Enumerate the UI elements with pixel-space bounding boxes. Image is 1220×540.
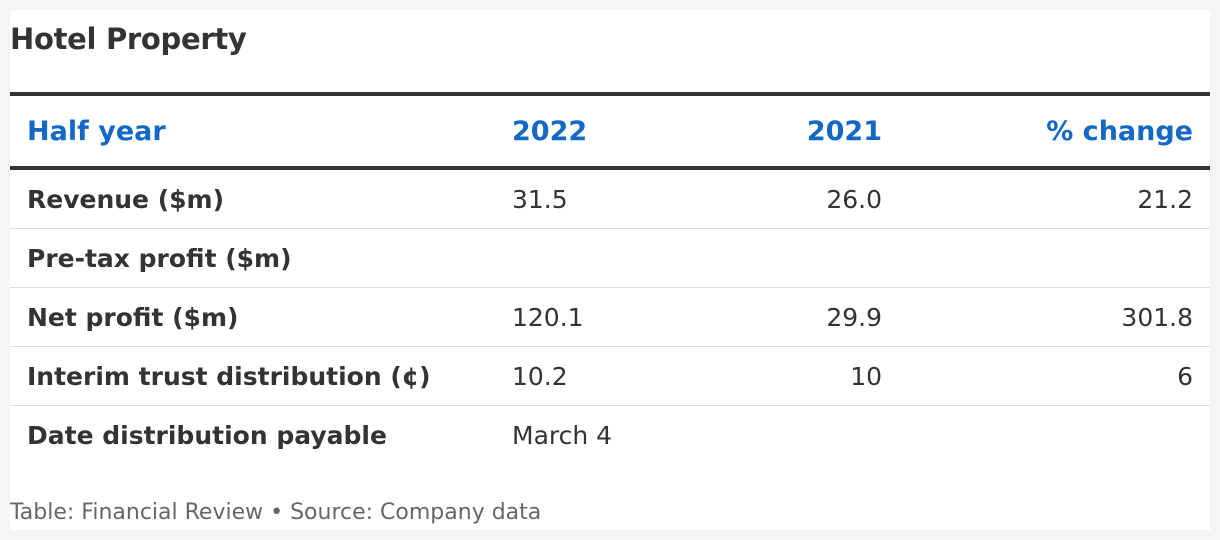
cell-2021: 29.9 [826,302,882,332]
row-label: Net profit ($m) [27,302,239,332]
header-2022: 2022 [512,115,588,147]
row-label: Revenue ($m) [27,184,225,214]
cell-pct-change: 6 [1177,361,1193,391]
source-footer: Table: Financial Review • Source: Compan… [10,500,542,525]
table-row: Net profit ($m) 120.1 29.9 301.8 [10,287,1210,346]
table-row: Revenue ($m) 31.5 26.0 21.2 [10,170,1210,228]
row-label: Pre-tax profit ($m) [27,243,292,273]
table-header-row: Half year 2022 2021 % change [10,96,1210,166]
header-half-year: Half year [27,115,166,147]
table-header-rule [10,166,1210,170]
cell-2022: March 4 [512,420,613,450]
cell-2022: 10.2 [512,361,568,391]
table-row: Interim trust distribution (¢) 10.2 10 6 [10,346,1210,405]
cell-2022: 120.1 [512,302,584,332]
table-title: Hotel Property [10,22,247,56]
header-pct-change: % change [1046,115,1193,147]
table-top-rule [10,92,1210,96]
cell-2022: 31.5 [512,184,568,214]
cell-pct-change: 301.8 [1121,302,1193,332]
cell-2021: 26.0 [826,184,882,214]
data-table: Half year 2022 2021 % change Revenue ($m… [10,92,1210,464]
cell-pct-change: 21.2 [1137,184,1193,214]
header-2021: 2021 [806,115,882,147]
table-row: Date distribution payable March 4 [10,405,1210,464]
cell-2021: 10 [850,361,882,391]
row-label: Interim trust distribution (¢) [27,361,431,391]
table-row: Pre-tax profit ($m) [10,228,1210,287]
table-card: Hotel Property Half year 2022 2021 % cha… [10,10,1210,530]
row-label: Date distribution payable [27,420,387,450]
